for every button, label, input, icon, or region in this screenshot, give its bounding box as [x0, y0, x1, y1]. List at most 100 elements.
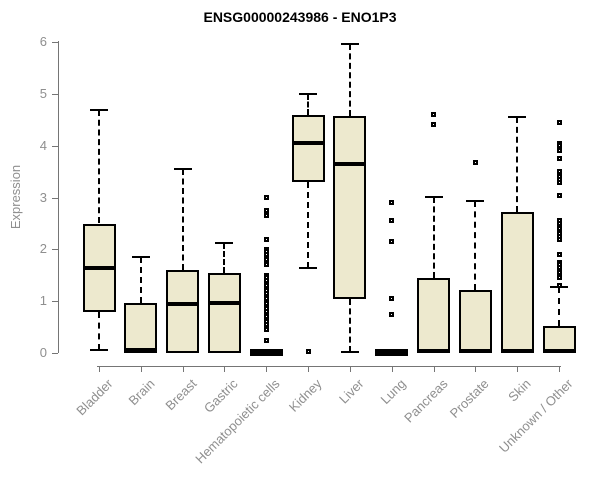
whisker-cap-top-pancreas	[424, 195, 443, 198]
outlier-unknown-other	[556, 252, 562, 258]
chart-title: ENSG00000243986 - ENO1P3	[203, 9, 397, 25]
box-pancreas	[417, 277, 451, 353]
y-tick	[52, 197, 58, 199]
box-kidney	[291, 114, 325, 183]
y-tick	[52, 42, 58, 44]
box-breast	[166, 270, 200, 353]
x-tick	[559, 366, 561, 372]
y-tick-label: 4	[39, 137, 47, 153]
x-tick	[266, 366, 268, 372]
outlier-kidney	[305, 349, 311, 355]
whisker-bottom-kidney	[307, 182, 310, 268]
median-liver	[333, 161, 367, 166]
whisker-cap-top-kidney	[299, 93, 318, 95]
outlier-hematopoietic-cells	[263, 262, 269, 268]
whisker-cap-bottom-liver	[340, 350, 359, 353]
y-tick	[52, 301, 58, 303]
whisker-cap-top-brain	[131, 256, 150, 259]
y-tick-label: 5	[39, 86, 47, 101]
x-tick	[475, 366, 477, 372]
outlier-unknown-other	[556, 156, 562, 162]
whisker-top-brain	[139, 257, 142, 303]
whisker-cap-top-gastric	[215, 242, 234, 245]
y-tick-label: 2	[39, 241, 47, 257]
outlier-unknown-other	[556, 148, 562, 154]
outlier-prostate	[472, 160, 478, 166]
median-brain	[124, 348, 158, 353]
y-tick	[52, 94, 58, 95]
box-brain	[124, 302, 158, 353]
outlier-unknown-other	[556, 169, 562, 175]
median-pancreas	[417, 349, 451, 354]
box-gastric	[207, 272, 241, 353]
whisker-cap-top-skin	[508, 116, 527, 119]
whisker-top-pancreas	[432, 196, 435, 278]
outlier-pancreas	[431, 121, 437, 127]
box-liver	[333, 115, 367, 299]
outlier-unknown-other	[556, 179, 562, 185]
x-tick	[224, 366, 226, 372]
x-tick	[99, 366, 100, 372]
outlier-unknown-other	[556, 236, 562, 242]
x-tick	[349, 366, 351, 372]
whisker-cap-top-breast	[173, 168, 192, 171]
outlier-hematopoietic-cells	[263, 337, 269, 343]
outlier-hematopoietic-cells	[263, 195, 269, 201]
y-tick	[52, 353, 58, 354]
y-tick-label: 1	[39, 293, 47, 309]
outlier-hematopoietic-cells	[263, 327, 269, 333]
x-tick	[391, 366, 393, 372]
outlier-unknown-other	[556, 119, 562, 125]
whisker-cap-top-prostate	[466, 200, 485, 203]
median-bladder	[82, 265, 116, 270]
whisker-bottom-bladder	[98, 311, 100, 351]
whisker-top-skin	[516, 117, 519, 213]
median-gastric	[207, 300, 241, 305]
outlier-lung	[389, 218, 395, 224]
box-skin	[500, 212, 534, 353]
x-tick	[517, 366, 519, 372]
outlier-lung	[389, 200, 395, 206]
median-skin	[500, 349, 534, 354]
whisker-top-liver	[348, 43, 351, 116]
whisker-top-prostate	[474, 201, 477, 290]
box-hematopoietic-cells	[249, 349, 283, 356]
whisker-cap-bottom-kidney	[299, 266, 318, 269]
outlier-unknown-other	[556, 192, 562, 198]
median-prostate	[458, 349, 492, 354]
whisker-bottom-liver	[348, 298, 351, 352]
outlier-hematopoietic-cells	[263, 252, 269, 258]
outlier-lung	[389, 311, 395, 317]
whisker-top-kidney	[307, 94, 310, 115]
x-tick	[140, 366, 142, 372]
outlier-lung	[389, 239, 395, 245]
box-prostate	[458, 289, 492, 353]
y-tick-label: 0	[39, 345, 47, 360]
whisker-cap-top-liver	[340, 42, 359, 45]
whisker-cap-top-bladder	[90, 108, 108, 111]
outlier-unknown-other	[556, 275, 562, 281]
y-tick	[52, 145, 58, 147]
x-axis-line	[97, 366, 562, 367]
whisker-top-bladder	[98, 109, 100, 224]
outlier-hematopoietic-cells	[263, 236, 269, 242]
outlier-hematopoietic-cells	[263, 213, 269, 219]
y-tick-label: 3	[39, 189, 47, 205]
median-unknown-other	[542, 349, 576, 354]
whisker-top-gastric	[223, 243, 226, 273]
x-tick	[182, 366, 184, 372]
x-tick	[433, 366, 435, 372]
y-tick-label: 6	[39, 34, 47, 50]
whisker-top-breast	[181, 169, 184, 271]
y-axis-line	[58, 41, 59, 353]
whisker-top-unknown-other	[558, 286, 561, 327]
outlier-pancreas	[431, 112, 437, 118]
whisker-cap-bottom-bladder	[90, 349, 108, 352]
median-breast	[166, 301, 200, 306]
outlier-lung	[389, 296, 395, 302]
outlier-unknown-other	[556, 283, 562, 289]
y-tick	[52, 249, 58, 251]
median-kidney	[291, 141, 325, 146]
